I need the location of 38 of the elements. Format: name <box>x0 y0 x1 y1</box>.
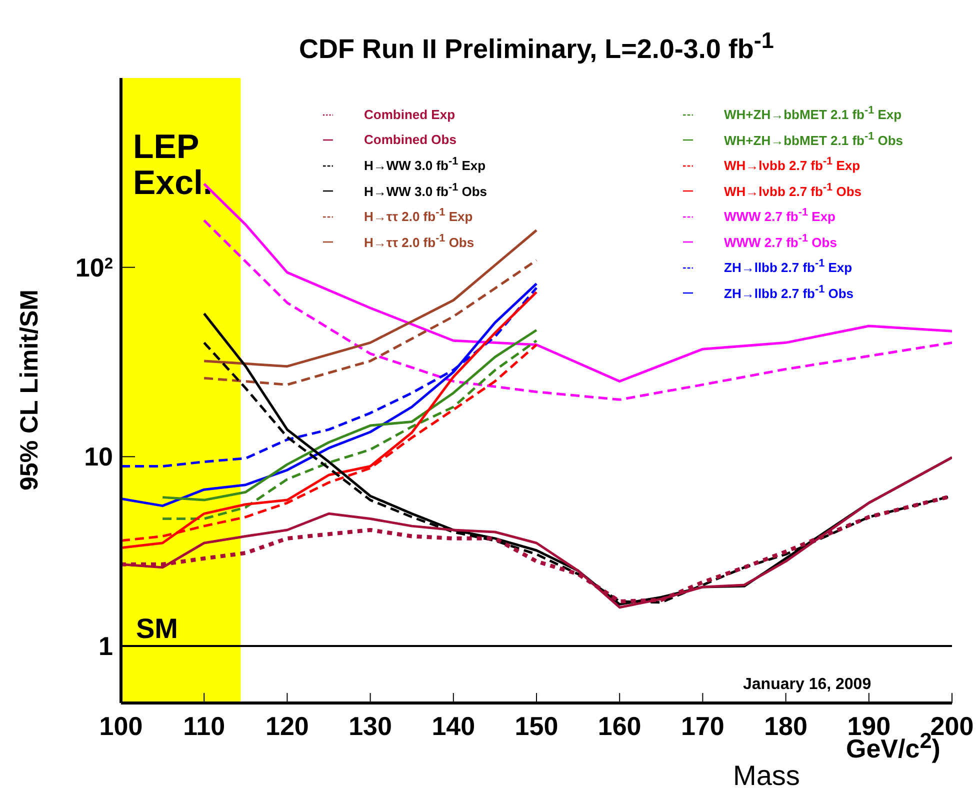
line-series <box>202 259 538 386</box>
legend-label: H→WW 3.0 fb$^{-1}$ Obs <box>364 182 488 199</box>
line-series <box>161 328 538 502</box>
chart-title: CDF Run II Preliminary, L=2.0-3.0 fb$^{-1}$ <box>298 28 775 65</box>
legend-label: WH→lνbb 2.7 fb$^{-1}$ Exp <box>724 156 860 174</box>
x-tick-label: 160 <box>598 711 642 741</box>
x-tick-label: 170 <box>681 711 724 741</box>
legend-label: WH→lνbb 2.7 fb$^{-1}$ Obs <box>724 182 862 199</box>
x-tick-label: 150 <box>514 711 558 741</box>
x-tick-label: 140 <box>432 711 476 741</box>
annotation: January 16, 2009 <box>743 676 872 694</box>
legend-label: ZH→llbb 2.7 fb$^{-1}$ Obs <box>724 284 854 301</box>
legend-label: Combined Obs <box>364 132 456 148</box>
y-tick-label: 10 <box>84 442 113 472</box>
legend-label: WH+ZH→bbMET 2.1 fb$^{-1}$ Obs <box>724 130 904 148</box>
ref-line-label: SM <box>136 613 178 644</box>
legend-label: ZH→llbb 2.7 fb$^{-1}$ Exp <box>724 258 852 276</box>
line-series <box>161 339 538 520</box>
legend-label: WH+ZH→bbMET 2.1 fb$^{-1}$ Exp <box>724 105 902 122</box>
y-tick-label: 1 <box>98 631 113 662</box>
x-tick-label: 110 <box>183 711 226 741</box>
line-series <box>202 228 538 368</box>
y-tick-label: 10$^{2}$ <box>75 252 114 282</box>
legend-label: WWW 2.7 fb$^{-1}$ Obs <box>724 232 837 250</box>
line-series <box>121 290 538 550</box>
legend-label: WWW 2.7 fb$^{-1}$ Exp <box>724 207 836 224</box>
legend-label: H→ττ 2.0 fb$^{-1}$ Exp <box>364 207 473 224</box>
x-tick-label: 120 <box>266 711 309 741</box>
legend-label: H→WW 3.0 fb$^{-1}$ Exp <box>364 156 486 174</box>
y-axis-title: 95% CL Limit/SM <box>16 290 44 490</box>
x-tick-label: 180 <box>764 711 808 741</box>
text: Mass <box>733 760 800 792</box>
x-tick-label: 130 <box>348 711 392 741</box>
legend-label: Combined Exp <box>364 106 456 122</box>
x-tick-label: 100 <box>99 711 143 741</box>
line-series <box>121 282 538 508</box>
legend-label: H→ττ 2.0 fb$^{-1}$ Obs <box>364 232 474 250</box>
band-label: LEP Excl. <box>133 128 212 202</box>
